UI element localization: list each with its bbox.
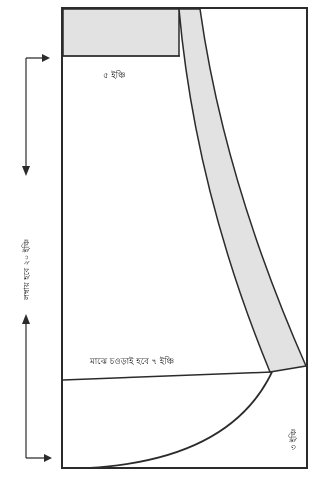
diagonal-width-label: মাঝে চওড়াই হবে ৭ ইঞ্চি	[89, 356, 175, 367]
curved-shaded-strip	[178, 8, 308, 373]
arrowhead-bottom-right	[44, 454, 52, 462]
side-height-label: লম্বায় হবে ২০ ইঞ্চি	[22, 239, 31, 301]
outer-frame	[61, 7, 308, 469]
top-band-label: ৫ ইঞ্চি	[103, 70, 126, 81]
top-band-shaded	[62, 8, 180, 57]
corner-label: ৩ ইঞ্চি	[289, 429, 298, 450]
height-dimension	[22, 54, 52, 462]
arrowhead-lower-up	[22, 314, 30, 324]
hem-curve	[87, 371, 273, 469]
arrowhead-top-right	[42, 54, 50, 62]
arrowhead-upper-down	[22, 166, 30, 176]
diagonal-width-line	[62, 371, 273, 381]
